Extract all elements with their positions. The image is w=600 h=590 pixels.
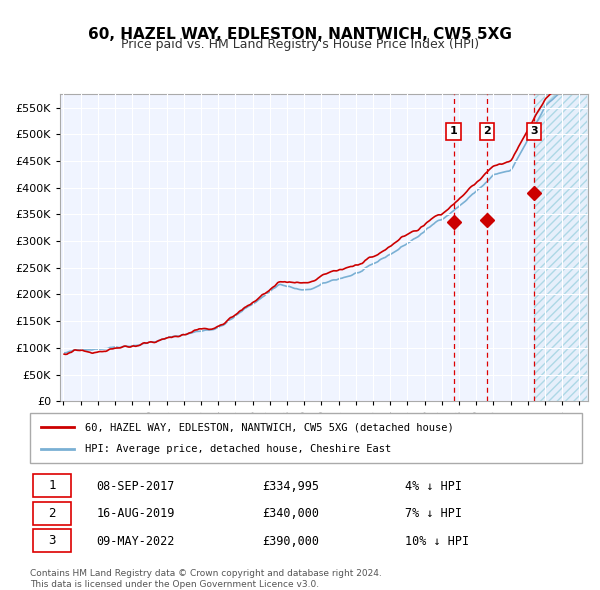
Text: 10% ↓ HPI: 10% ↓ HPI xyxy=(406,535,469,548)
Text: £390,000: £390,000 xyxy=(262,535,319,548)
Text: 2: 2 xyxy=(483,126,491,136)
Text: 16-AUG-2019: 16-AUG-2019 xyxy=(96,507,175,520)
Text: 09-MAY-2022: 09-MAY-2022 xyxy=(96,535,175,548)
FancyBboxPatch shape xyxy=(33,474,71,497)
FancyBboxPatch shape xyxy=(30,413,582,463)
Text: Contains HM Land Registry data © Crown copyright and database right 2024.
This d: Contains HM Land Registry data © Crown c… xyxy=(30,569,382,589)
Text: 60, HAZEL WAY, EDLESTON, NANTWICH, CW5 5XG: 60, HAZEL WAY, EDLESTON, NANTWICH, CW5 5… xyxy=(88,27,512,41)
Text: 3: 3 xyxy=(530,126,538,136)
FancyBboxPatch shape xyxy=(33,529,71,552)
Text: 1: 1 xyxy=(450,126,458,136)
Text: 1: 1 xyxy=(49,479,56,492)
Text: HPI: Average price, detached house, Cheshire East: HPI: Average price, detached house, Ches… xyxy=(85,444,391,454)
Text: £334,995: £334,995 xyxy=(262,480,319,493)
Text: 08-SEP-2017: 08-SEP-2017 xyxy=(96,480,175,493)
Text: £340,000: £340,000 xyxy=(262,507,319,520)
Text: Price paid vs. HM Land Registry's House Price Index (HPI): Price paid vs. HM Land Registry's House … xyxy=(121,38,479,51)
Text: 2: 2 xyxy=(49,507,56,520)
Text: 60, HAZEL WAY, EDLESTON, NANTWICH, CW5 5XG (detached house): 60, HAZEL WAY, EDLESTON, NANTWICH, CW5 5… xyxy=(85,422,454,432)
Text: 4% ↓ HPI: 4% ↓ HPI xyxy=(406,480,463,493)
Text: 7% ↓ HPI: 7% ↓ HPI xyxy=(406,507,463,520)
FancyBboxPatch shape xyxy=(33,502,71,525)
Text: 3: 3 xyxy=(49,534,56,547)
